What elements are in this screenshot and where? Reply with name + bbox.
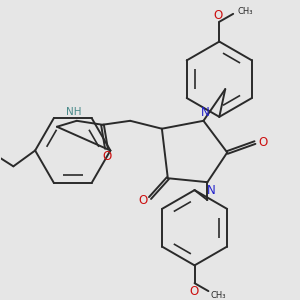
Text: NH: NH xyxy=(66,107,82,117)
Text: O: O xyxy=(258,136,268,149)
Text: O: O xyxy=(214,9,223,22)
Text: N: N xyxy=(207,184,216,196)
Text: O: O xyxy=(189,285,198,298)
Text: O: O xyxy=(103,150,112,163)
Text: CH₃: CH₃ xyxy=(210,291,226,300)
Text: O: O xyxy=(138,194,148,208)
Text: CH₃: CH₃ xyxy=(237,8,253,16)
Text: N: N xyxy=(201,106,210,119)
